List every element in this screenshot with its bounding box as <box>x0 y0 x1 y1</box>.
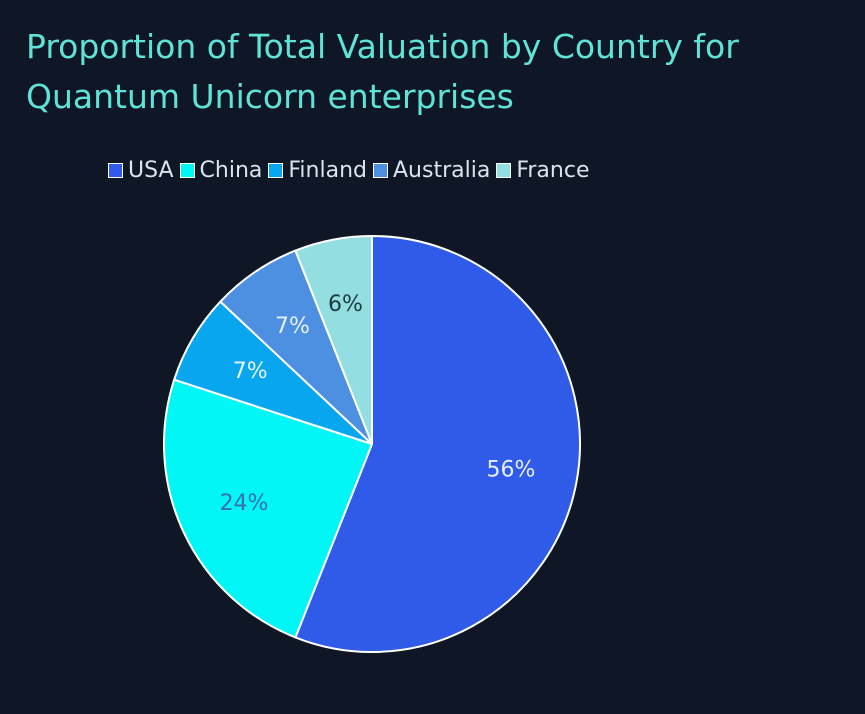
legend-swatch-china <box>179 163 195 178</box>
legend-label-china: China <box>199 158 263 183</box>
legend-label-finland: Finland <box>288 158 367 183</box>
data-label-finland: 7% <box>233 359 268 384</box>
data-label-china: 24% <box>220 491 269 516</box>
legend-label-usa: USA <box>128 158 174 183</box>
legend: USA China Finland Australia France <box>108 158 595 183</box>
pie-slice-france[interactable] <box>294 235 373 445</box>
pie-slice-china[interactable] <box>163 378 373 639</box>
legend-swatch-finland <box>268 163 284 178</box>
chart-title: Proportion of Total Valuation by Country… <box>26 27 739 116</box>
legend-item-australia[interactable]: Australia <box>373 158 490 183</box>
legend-item-finland[interactable]: Finland <box>268 158 367 183</box>
pie-slices <box>163 235 581 653</box>
data-label-france: 6% <box>328 292 363 317</box>
legend-label-australia: Australia <box>393 158 491 183</box>
pie-data-labels: 56% 24% 7% 7% 6% <box>220 292 536 516</box>
legend-swatch-usa <box>108 163 123 178</box>
data-label-australia: 7% <box>275 314 310 339</box>
legend-swatch-france <box>496 163 512 178</box>
data-label-usa: 56% <box>486 458 535 483</box>
legend-swatch-australia <box>373 163 388 178</box>
legend-item-china[interactable]: China <box>179 158 263 183</box>
legend-label-france: France <box>516 158 590 183</box>
legend-item-france[interactable]: France <box>496 158 589 183</box>
legend-item-usa[interactable]: USA <box>108 158 174 183</box>
pie-slice-usa[interactable] <box>294 235 581 653</box>
